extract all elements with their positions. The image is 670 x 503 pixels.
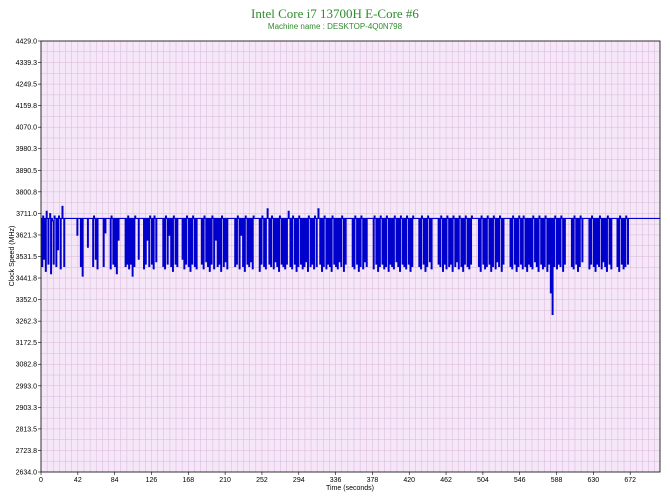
- x-axis-label: Time (seconds): [326, 485, 374, 492]
- series-layer: [41, 205, 660, 316]
- y-tick-label: 2903.3: [16, 405, 38, 412]
- y-tick-label: 3890.5: [16, 168, 38, 175]
- x-tick-label: 168: [182, 477, 194, 484]
- chart-title: Intel Core i7 13700H E-Core #6: [251, 6, 419, 21]
- x-axis-ticks: 0 42 84 126 168 210 252 294 336 378 420 462 504 546 58…: [39, 472, 636, 484]
- y-tick-label: 3800.8: [16, 189, 38, 196]
- x-tick-label: 588: [551, 477, 563, 484]
- y-tick-label: 4070.0: [16, 125, 38, 132]
- y-tick-label: 3262.3: [16, 319, 38, 326]
- series-line-0: [41, 205, 660, 316]
- chart-subtitle: Machine name : DESKTOP-4Q0N798: [267, 22, 403, 31]
- x-tick-label: 630: [588, 477, 600, 484]
- y-tick-label: 3172.5: [16, 340, 38, 347]
- y-tick-label: 3082.8: [16, 362, 38, 369]
- x-tick-label: 0: [39, 477, 43, 484]
- y-tick-label: 3980.3: [16, 146, 38, 153]
- y-tick-label: 3441.8: [16, 276, 38, 283]
- y-tick-label: 2813.5: [16, 426, 38, 433]
- y-tick-label: 3352.0: [16, 297, 38, 304]
- x-tick-label: 84: [111, 477, 119, 484]
- x-tick-label: 546: [514, 477, 526, 484]
- y-tick-label: 2634.0: [16, 470, 38, 477]
- x-tick-label: 294: [293, 477, 305, 484]
- y-tick-label: 2993.0: [16, 383, 38, 390]
- x-tick-label: 462: [440, 477, 452, 484]
- x-tick-label: 252: [256, 477, 268, 484]
- y-tick-label: 3531.5: [16, 254, 38, 261]
- y-tick-label: 3711.0: [16, 211, 37, 218]
- y-tick-label: 2723.8: [16, 448, 38, 455]
- x-tick-label: 210: [219, 477, 231, 484]
- x-tick-label: 42: [74, 477, 82, 484]
- x-tick-label: 126: [146, 477, 158, 484]
- y-tick-label: 3621.3: [16, 232, 38, 239]
- y-axis-label: Clock Speed (MHz): [9, 226, 16, 287]
- plot-border: [40, 40, 661, 473]
- x-tick-label: 420: [403, 477, 415, 484]
- x-tick-label: 336: [330, 477, 342, 484]
- x-tick-label: 378: [367, 477, 379, 484]
- x-tick-label: 672: [624, 477, 636, 484]
- x-tick-label: 504: [477, 477, 489, 484]
- y-tick-label: 4339.3: [16, 60, 38, 67]
- y-axis-ticks: 2634.0 2723.8 2813.5 2903.3 2993.0 3082.8 3172…: [16, 39, 41, 477]
- y-tick-label: 4429.0: [16, 39, 38, 46]
- y-tick-label: 4249.5: [16, 82, 38, 89]
- y-tick-label: 4159.8: [16, 103, 38, 110]
